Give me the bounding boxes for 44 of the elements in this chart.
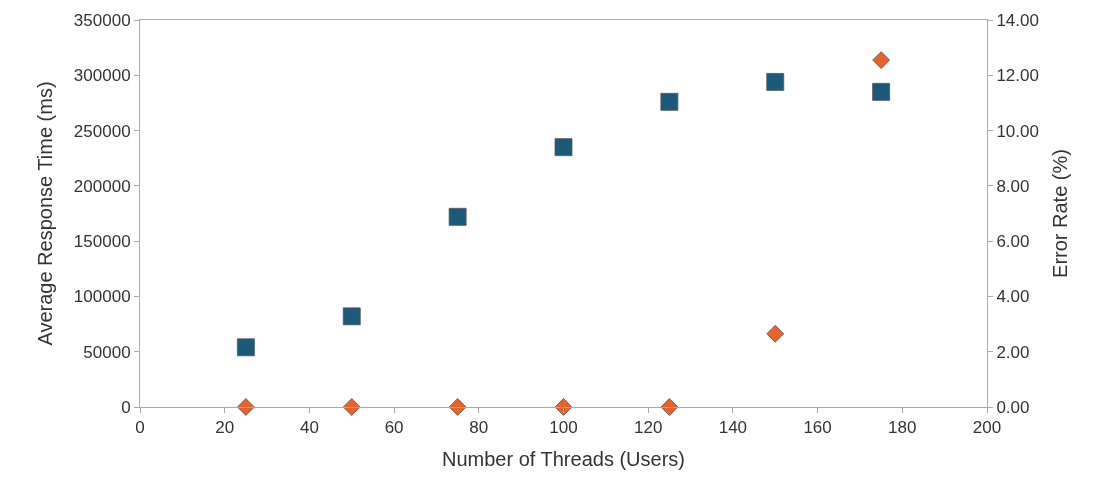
y2-tick-label: 14.00 (996, 10, 1039, 30)
y2-tick-label: 12.00 (996, 66, 1039, 86)
y-axis-title: Average Response Time (ms) (34, 81, 57, 346)
point (236, 338, 255, 357)
x-tick-label: 140 (718, 418, 748, 438)
point (448, 207, 467, 226)
point (660, 92, 679, 111)
y2-tick-label: 0.00 (996, 397, 1030, 417)
point (342, 307, 361, 326)
y-tick-label: 100000 (73, 287, 131, 307)
y2-tick-label: 6.00 (996, 232, 1030, 252)
point (766, 73, 785, 91)
x-tick-label: 160 (803, 418, 832, 438)
y2-tick-label: 8.00 (996, 176, 1030, 196)
y2-tick-label: 2.00 (996, 342, 1030, 362)
x-axis-title: Number of Threads (Users) (441, 447, 686, 470)
point (872, 82, 891, 101)
y-tick-label: 250000 (73, 121, 131, 141)
point (554, 398, 573, 416)
x-tick-label: 200 (972, 418, 1002, 438)
y2-tick-label: 10.00 (996, 121, 1039, 141)
x-tick-label: 100 (549, 418, 578, 438)
point (342, 398, 361, 416)
x-tick-label: 80 (469, 418, 489, 438)
y-tick-label: 50000 (83, 342, 131, 362)
y-tick-label: 150000 (73, 232, 131, 252)
point (766, 324, 785, 343)
x-tick-label: 60 (384, 418, 404, 438)
y-tick-label: 0 (121, 397, 131, 417)
point (660, 398, 679, 416)
y2-axis-title: Error Rate (%) (1049, 149, 1072, 278)
x-tick-label: 40 (299, 418, 319, 438)
point (554, 138, 573, 157)
y-tick-label: 350000 (73, 10, 131, 30)
y-tick-label: 300000 (73, 66, 131, 86)
point (237, 398, 255, 416)
x-tick-label: 180 (888, 418, 917, 438)
y2-tick-label: 4.00 (996, 287, 1030, 307)
x-tick-label: 120 (634, 418, 663, 438)
x-tick-label: 20 (215, 418, 235, 438)
x-tick-label: 0 (135, 418, 145, 438)
point (872, 51, 890, 69)
y-tick-label: 200000 (73, 176, 131, 196)
point (448, 398, 467, 416)
